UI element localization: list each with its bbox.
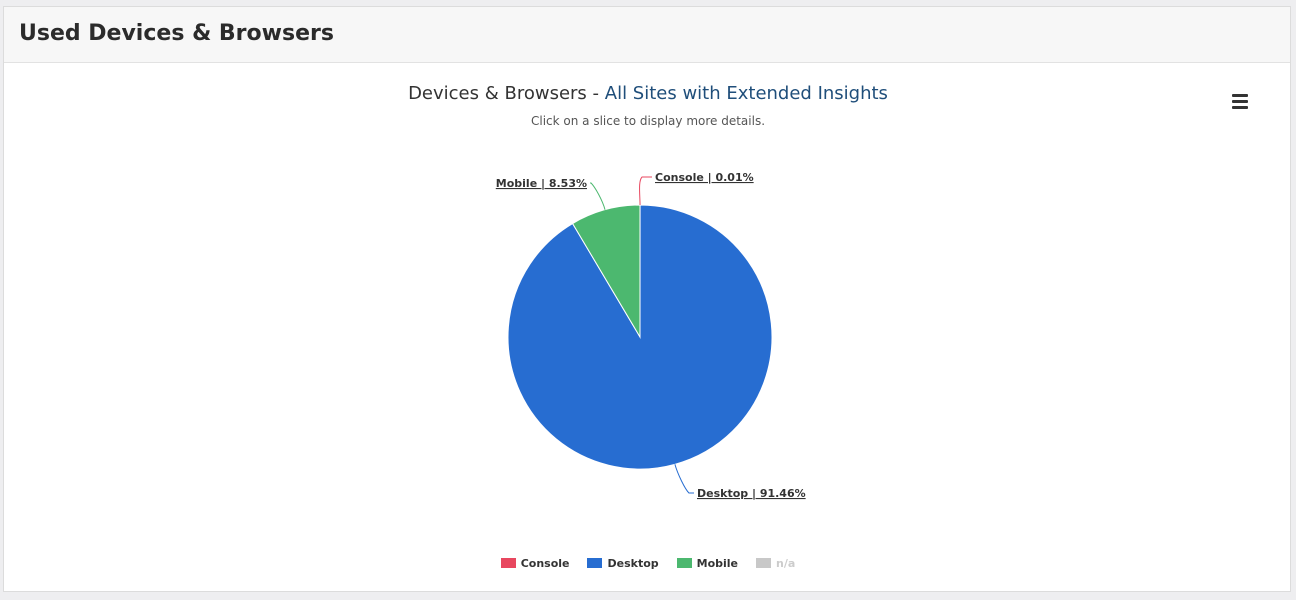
legend-swatch — [587, 558, 603, 568]
pie-chart: Console | 0.01% Desktop | 91.46% Mobile | … — [496, 171, 806, 500]
connector-desktop — [674, 464, 694, 494]
chart-title-text: Devices & Browsers - — [408, 83, 605, 104]
data-label-console[interactable]: Console | 0.01% — [655, 171, 754, 184]
legend-item-mobile[interactable]: Mobile — [676, 557, 739, 570]
legend-swatch — [756, 558, 772, 568]
chart-title: Devices & Browsers - All Sites with Exte… — [4, 83, 1292, 104]
data-label-mobile[interactable]: Mobile | 8.53% — [496, 177, 587, 190]
legend-label: Console — [520, 557, 570, 570]
chart-title-accent[interactable]: All Sites with Extended Insights — [604, 83, 888, 104]
chart-legend: Console Desktop Mobile n/a — [4, 557, 1292, 570]
legend-swatch — [676, 558, 692, 568]
legend-label: n/a — [776, 557, 796, 570]
legend-swatch — [500, 558, 516, 568]
chart-menu-button[interactable] — [1229, 91, 1253, 111]
panel-header: Used Devices & Browsers — [4, 7, 1290, 63]
chart-subtitle: Click on a slice to display more details… — [530, 114, 766, 128]
connector-console — [639, 176, 652, 206]
legend-label: Desktop — [607, 557, 659, 570]
legend-label: Mobile — [696, 557, 739, 570]
panel-title: Used Devices & Browsers — [19, 21, 334, 46]
legend-item-console[interactable]: Console — [500, 557, 570, 570]
devices-browsers-panel: Used Devices & Browsers Devices & Browse… — [3, 6, 1291, 592]
connector-mobile — [590, 182, 606, 210]
legend-item-desktop[interactable]: Desktop — [587, 557, 659, 570]
data-label-desktop[interactable]: Desktop | 91.46% — [697, 487, 806, 500]
legend-item-n-a[interactable]: n/a — [756, 557, 795, 570]
